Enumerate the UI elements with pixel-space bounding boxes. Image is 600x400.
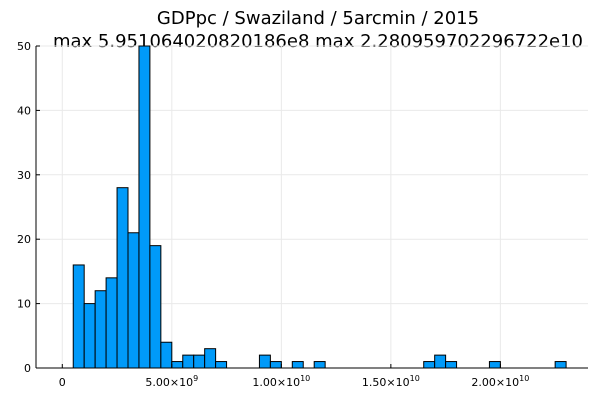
chart-subtitle: max 5.951064020820186e8 max 2.2809597022… [53, 31, 583, 52]
histogram-bar [160, 341, 173, 369]
histogram-bar [269, 361, 282, 369]
histogram-bar [83, 303, 96, 369]
histogram-bar [193, 354, 206, 369]
x-tick-label: 0 [59, 376, 66, 389]
y-tick-label: 0 [24, 362, 31, 375]
histogram-bar [313, 361, 326, 369]
histogram-bar [127, 232, 140, 369]
tick-labels: 0 10 20 30 40 50 0 5.00×109 1.00×1010 1.50×1010 2.… [17, 40, 529, 389]
histogram-bar [171, 361, 184, 369]
x-tick-label: 1.00×1010 [252, 374, 310, 389]
histogram-bar [149, 245, 162, 369]
histogram-bar [204, 348, 217, 369]
y-tick-label: 20 [17, 233, 31, 246]
chart-title: GDPpc / Swaziland / 5arcmin / 2015 [157, 8, 479, 29]
histogram-bar [105, 277, 118, 369]
x-tick-label: 5.00×109 [145, 374, 198, 389]
axes [35, 45, 588, 369]
histogram-bar [94, 290, 107, 369]
x-tick-label: 2.00×1010 [471, 374, 529, 389]
histogram-bar [258, 354, 271, 369]
histogram-bar [138, 45, 151, 369]
histogram-bar [72, 264, 85, 369]
histogram-bar [554, 361, 567, 369]
histogram-bar [291, 361, 304, 369]
histogram-bar [182, 354, 195, 369]
histogram-bar [423, 361, 436, 369]
histogram-bars [72, 45, 567, 369]
histogram-bar [116, 187, 129, 369]
y-tick-label: 30 [17, 169, 31, 182]
histogram-bar [445, 361, 458, 369]
histogram-bar [215, 361, 228, 369]
histogram-bar [434, 354, 447, 369]
x-tick-label: 1.50×1010 [362, 374, 420, 389]
y-tick-label: 50 [17, 40, 31, 53]
y-tick-label: 40 [17, 104, 31, 117]
histogram-bar [488, 361, 501, 369]
y-tick-label: 10 [17, 298, 31, 311]
